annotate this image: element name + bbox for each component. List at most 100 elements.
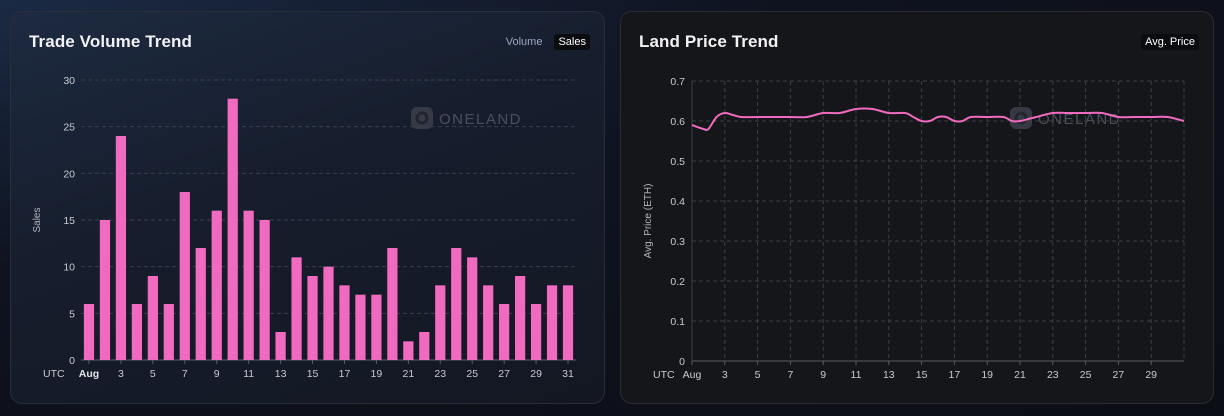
x-tick-label: 27 bbox=[498, 368, 510, 380]
x-tick-label: 19 bbox=[981, 369, 993, 381]
y-tick-label: 0.2 bbox=[670, 276, 685, 288]
x-tick-label: 15 bbox=[916, 369, 928, 381]
bar-aug-31 bbox=[562, 285, 574, 360]
bar-aug-2 bbox=[99, 220, 111, 360]
y-tick-label: 30 bbox=[63, 75, 75, 87]
legend-avg-price-toggle[interactable]: Avg. Price bbox=[1141, 34, 1199, 50]
bar-aug-4 bbox=[131, 304, 142, 360]
y-tick-label: 25 bbox=[63, 122, 75, 134]
x-timezone-label: UTC bbox=[43, 368, 65, 380]
watermark-logo-icon bbox=[1010, 107, 1032, 129]
x-tick-label: 11 bbox=[851, 369, 862, 381]
x-tick-label: 9 bbox=[820, 369, 826, 381]
y-tick-label: 0.4 bbox=[670, 196, 685, 208]
x-tick-label: 13 bbox=[275, 368, 287, 380]
y-tick-label: 0.1 bbox=[670, 316, 685, 328]
bar-aug-17 bbox=[339, 285, 350, 360]
x-tick-label: 15 bbox=[307, 368, 319, 380]
x-tick-label: 27 bbox=[1113, 369, 1125, 381]
watermark-logo: ONELAND bbox=[1010, 107, 1121, 129]
y-tick-label: 5 bbox=[69, 308, 75, 320]
x-timezone-label: UTC bbox=[653, 369, 675, 381]
x-tick-label: 7 bbox=[787, 369, 793, 381]
bar-aug-21 bbox=[403, 341, 414, 360]
bar-aug-11 bbox=[243, 210, 254, 360]
x-tick-label: 3 bbox=[722, 369, 728, 381]
bar-aug-13 bbox=[275, 332, 286, 360]
bar-aug-10 bbox=[227, 98, 238, 361]
watermark-text: ONELAND bbox=[439, 111, 522, 128]
watermark-logo-icon bbox=[411, 107, 433, 129]
bar-aug-14 bbox=[291, 257, 302, 360]
bar-aug-29 bbox=[530, 304, 542, 360]
bar-aug-5 bbox=[147, 276, 158, 360]
bar-aug-18 bbox=[355, 294, 366, 360]
bar-aug-1 bbox=[83, 304, 95, 360]
land-price-card: Land Price Trend Avg. Price ONELAND 0 0.1 0… bbox=[620, 11, 1214, 404]
watermark-logo-ring bbox=[415, 111, 429, 125]
avg-price-line bbox=[691, 107, 1185, 132]
bar-aug-26 bbox=[483, 285, 494, 360]
trade-volume-card: Trade Volume Trend Volume Sales ONELAND 0… bbox=[10, 11, 605, 404]
bar-aug-24 bbox=[451, 248, 462, 360]
legend-volume-toggle[interactable]: Volume bbox=[505, 36, 543, 48]
bar-aug-12 bbox=[259, 220, 270, 360]
x-tick-label: 13 bbox=[883, 369, 895, 381]
y-axis-label: Avg. Price (ETH) bbox=[643, 184, 654, 259]
y-tick-label: 15 bbox=[63, 215, 75, 227]
x-tick-label: 17 bbox=[949, 369, 961, 381]
bar-aug-20 bbox=[387, 248, 398, 360]
y-tick-label: 20 bbox=[63, 168, 75, 180]
y-tick-label: 0 bbox=[69, 355, 75, 367]
x-tick-label: 5 bbox=[150, 368, 156, 380]
trade-volume-chart: ONELAND 0 5 10 15 20 25 30 Aug 3 5 7 9 11 13 15 17 19 21 23… bbox=[32, 75, 576, 380]
y-tick-label: 10 bbox=[63, 262, 75, 274]
x-tick-label: 11 bbox=[243, 368, 254, 380]
x-tick-label: Aug bbox=[683, 369, 702, 381]
bar-aug-27 bbox=[499, 304, 510, 360]
bar-aug-22 bbox=[419, 332, 430, 360]
x-tick-label: 25 bbox=[1080, 369, 1092, 381]
x-tick-label: 21 bbox=[1014, 369, 1026, 381]
trade-volume-title: Trade Volume Trend bbox=[29, 32, 193, 51]
bar-aug-30 bbox=[546, 285, 558, 360]
x-tick-label: 23 bbox=[1047, 369, 1059, 381]
watermark-logo-ring bbox=[1014, 111, 1028, 125]
bar-aug-23 bbox=[435, 285, 446, 360]
x-tick-label: 31 bbox=[562, 368, 574, 380]
x-tick-label: 21 bbox=[402, 368, 414, 380]
trade-volume-legend: Volume Sales bbox=[502, 34, 590, 50]
x-tick-label: 29 bbox=[530, 368, 542, 380]
land-price-title: Land Price Trend bbox=[639, 32, 779, 51]
bar-aug-8 bbox=[195, 248, 206, 360]
bar-aug-9 bbox=[211, 210, 222, 360]
legend-sales-toggle[interactable]: Sales bbox=[554, 34, 590, 50]
bar-aug-19 bbox=[371, 294, 382, 360]
x-tick-label: 19 bbox=[371, 368, 383, 380]
bar-aug-3 bbox=[115, 136, 127, 360]
y-axis-label: Sales bbox=[32, 207, 43, 232]
y-tick-label: 0 bbox=[679, 356, 685, 368]
land-price-chart: ONELAND 0 0.1 0.2 0.3 0.4 0.5 0.6 0.7 Aug 3 5 7 9 11 13… bbox=[643, 76, 1185, 381]
y-tick-label: 0.5 bbox=[670, 156, 685, 168]
x-tick-label: Aug bbox=[79, 368, 99, 380]
bar-aug-7 bbox=[179, 192, 190, 360]
x-tick-label: 25 bbox=[466, 368, 478, 380]
land-price-legend: Avg. Price bbox=[1141, 34, 1199, 50]
x-tick-label: 9 bbox=[214, 368, 220, 380]
x-tick-label: 3 bbox=[118, 368, 124, 380]
bar-aug-28 bbox=[515, 276, 526, 360]
y-tick-label: 0.3 bbox=[670, 236, 685, 248]
x-tick-label: 5 bbox=[755, 369, 761, 381]
watermark-text: ONELAND bbox=[1038, 111, 1121, 128]
bar-aug-6 bbox=[163, 304, 174, 360]
watermark-logo: ONELAND bbox=[411, 107, 522, 129]
bar-aug-16 bbox=[323, 266, 334, 360]
x-tick-label: 17 bbox=[339, 368, 351, 380]
x-tick-label: 7 bbox=[182, 368, 188, 380]
bar-aug-25 bbox=[467, 257, 478, 360]
bar-aug-15 bbox=[307, 276, 318, 360]
y-tick-label: 0.6 bbox=[670, 116, 685, 128]
y-tick-label: 0.7 bbox=[670, 76, 685, 88]
x-tick-label: 23 bbox=[434, 368, 446, 380]
